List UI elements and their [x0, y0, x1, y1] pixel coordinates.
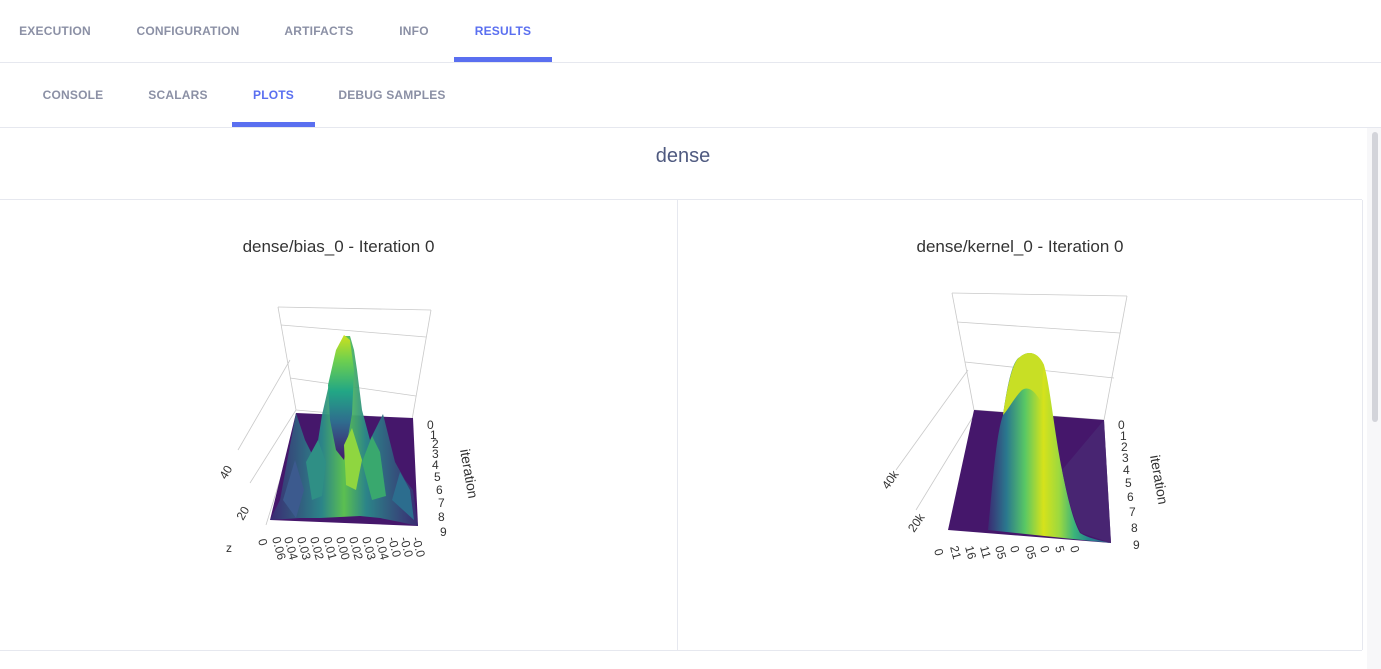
svg-text:8: 8 — [438, 510, 445, 524]
svg-text:20: 20 — [233, 504, 252, 523]
subtab-debug-samples[interactable]: DEBUG SAMPLES — [338, 88, 446, 102]
svg-text:0.04: 0.04 — [372, 535, 392, 561]
svg-text:-0.0: -0.0 — [385, 535, 404, 559]
plot-title: dense/bias_0 - Iteration 0 — [242, 237, 435, 256]
svg-text:0.03: 0.03 — [359, 535, 379, 561]
plot-grid-bottom-border — [0, 650, 1362, 651]
tab-results[interactable]: RESULTS — [454, 0, 552, 62]
iteration-axis-label: iteration — [457, 448, 481, 500]
svg-text:9: 9 — [1133, 538, 1140, 552]
svg-text:1: 1 — [430, 428, 437, 442]
tab-configuration[interactable]: CONFIGURATION — [136, 24, 240, 38]
tab-execution[interactable]: EXECUTION — [19, 24, 91, 38]
svg-text:4: 4 — [432, 458, 439, 472]
svg-text:40k: 40k — [879, 467, 902, 492]
svg-text:0.02: 0.02 — [307, 535, 327, 561]
plot-divider — [677, 200, 678, 650]
z-axis: 40 20 z — [216, 463, 252, 555]
svg-text:3: 3 — [1122, 451, 1129, 465]
iteration-axis: 0 1 2 3 4 5 6 7 8 9 iteration — [1118, 418, 1171, 552]
svg-text:6: 6 — [1127, 490, 1134, 504]
svg-text:05: 05 — [1022, 544, 1039, 561]
svg-text:0: 0 — [1067, 544, 1082, 554]
svg-text:z: z — [226, 541, 232, 555]
svg-text:0.04: 0.04 — [281, 535, 301, 561]
surface-mesh — [270, 335, 418, 526]
iteration-axis: 0 1 2 3 4 5 6 7 8 9 iteration — [427, 418, 481, 539]
plot-panel-kernel[interactable]: dense/kernel_0 - Iteration 0 — [678, 200, 1362, 650]
subtab-console[interactable]: CONSOLE — [42, 88, 104, 102]
svg-text:2: 2 — [1121, 440, 1128, 454]
x-axis: 0 0.06 0.04 0.03 0.02 0.01 0.00 0.02 0.0… — [255, 535, 428, 561]
svg-text:11: 11 — [977, 544, 994, 560]
svg-text:-0.0: -0.0 — [409, 535, 428, 559]
svg-text:0: 0 — [1118, 418, 1125, 432]
svg-text:0.06: 0.06 — [269, 535, 289, 561]
svg-text:0.03: 0.03 — [294, 535, 314, 561]
svg-text:5: 5 — [434, 470, 441, 484]
svg-text:8: 8 — [1131, 521, 1138, 535]
top-tab-bar: EXECUTION CONFIGURATION ARTIFACTS INFO R… — [0, 0, 1381, 63]
x-axis: 0 21 16 11 05 0 05 0 5 0 — [931, 544, 1082, 561]
svg-text:5: 5 — [1052, 544, 1067, 554]
z-axis: 40k 20k — [879, 467, 928, 535]
tab-artifacts[interactable]: ARTIFACTS — [284, 24, 354, 38]
svg-text:1: 1 — [1120, 429, 1127, 443]
svg-text:0.00: 0.00 — [333, 535, 353, 561]
svg-text:7: 7 — [438, 496, 445, 510]
subtab-scalars[interactable]: SCALARS — [148, 88, 208, 102]
section-title: dense — [655, 145, 711, 167]
plot-grid-border — [0, 199, 1362, 200]
svg-text:6: 6 — [436, 483, 443, 497]
svg-text:0.02: 0.02 — [346, 535, 366, 561]
svg-text:3: 3 — [432, 447, 439, 461]
results-subtab-bar: CONSOLE SCALARS PLOTS DEBUG SAMPLES — [0, 63, 1381, 128]
svg-text:2: 2 — [432, 437, 439, 451]
svg-text:21: 21 — [947, 544, 964, 561]
subtab-plots[interactable]: PLOTS — [232, 63, 315, 127]
svg-text:0: 0 — [931, 547, 946, 557]
svg-text:0.01: 0.01 — [320, 535, 340, 561]
surface-mesh — [988, 353, 1111, 543]
surface-plot-kernel[interactable]: 0 1 2 3 4 5 6 7 8 9 iteration 40k 20k 0 … — [678, 200, 1362, 650]
svg-text:0: 0 — [427, 418, 434, 432]
svg-text:20k: 20k — [905, 510, 928, 535]
tab-info[interactable]: INFO — [399, 24, 429, 38]
plot-title: dense/kernel_0 - Iteration 0 — [916, 237, 1124, 256]
plot-panel-bias[interactable]: dense/bias_0 - Iteration 0 — [0, 200, 677, 650]
svg-text:05: 05 — [992, 544, 1009, 561]
svg-text:5: 5 — [1125, 476, 1132, 490]
surface-plot-bias[interactable]: 0 1 2 3 4 5 6 7 8 9 iteration 40 20 z 0 … — [0, 200, 677, 650]
scrollbar-thumb[interactable] — [1372, 132, 1378, 422]
svg-text:0: 0 — [1037, 544, 1052, 554]
svg-text:0: 0 — [255, 537, 270, 547]
plot-grid-right-border — [1362, 200, 1363, 650]
svg-text:7: 7 — [1129, 505, 1136, 519]
svg-text:0: 0 — [1007, 544, 1022, 554]
iteration-axis-label: iteration — [1147, 454, 1171, 506]
svg-text:16: 16 — [962, 544, 979, 561]
svg-text:-0.0: -0.0 — [397, 535, 416, 559]
svg-text:4: 4 — [1123, 463, 1130, 477]
svg-text:9: 9 — [440, 525, 447, 539]
svg-text:40: 40 — [216, 463, 235, 482]
